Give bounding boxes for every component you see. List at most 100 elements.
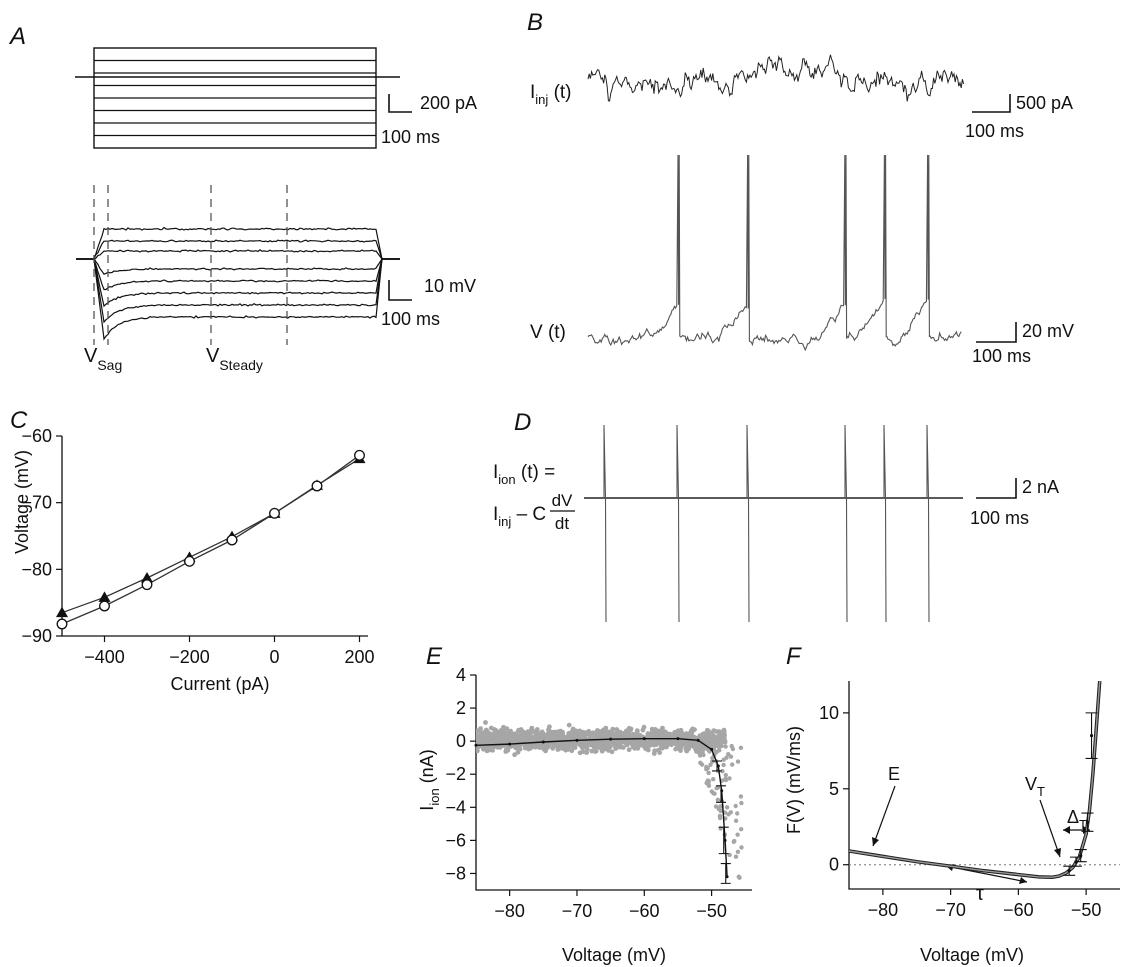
panel-a-voltage-traces xyxy=(76,185,400,345)
scatter-point xyxy=(638,739,644,745)
scatter-point xyxy=(625,731,631,736)
scatter-point xyxy=(600,742,605,747)
scatter-point xyxy=(537,732,543,738)
scalebar-time: 100 ms xyxy=(381,127,440,147)
scatter-point xyxy=(490,747,495,753)
svg-text:τ: τ xyxy=(976,883,984,905)
scatter-point xyxy=(739,800,744,806)
voltage-trace xyxy=(76,226,400,260)
scatter-point xyxy=(661,742,666,748)
data-point-circle xyxy=(56,618,68,630)
scatter-point xyxy=(726,752,731,757)
scatter-point xyxy=(714,786,719,791)
scatter-point xyxy=(609,733,615,738)
mean-point xyxy=(676,737,680,741)
x-tick-label: −50 xyxy=(696,901,727,921)
scalebar-b-voltage: 20 mV 100 ms xyxy=(972,321,1074,366)
scatter-point xyxy=(706,783,712,788)
scatter-point xyxy=(577,750,583,756)
error-bar xyxy=(711,760,722,772)
voltage-trace xyxy=(76,249,400,261)
scatter-point xyxy=(529,726,534,732)
scatter-point xyxy=(632,745,638,751)
scatter-point xyxy=(689,743,695,749)
scatter-point xyxy=(641,724,647,730)
data-point-triangle xyxy=(141,572,153,583)
scatter-point xyxy=(722,738,728,743)
scalebar-value: 20 mV xyxy=(1022,321,1074,341)
scatter-point xyxy=(735,832,740,837)
scatter-point xyxy=(570,726,576,732)
x-tick-label: −400 xyxy=(84,647,125,667)
mean-point xyxy=(696,738,700,742)
scatter-point xyxy=(605,729,610,735)
mean-point xyxy=(575,738,579,742)
scatter-point xyxy=(739,845,744,850)
y-axis-label: Voltage (mV) xyxy=(12,450,32,554)
scatter-point xyxy=(566,731,571,737)
scatter-point xyxy=(729,743,734,749)
scatter-point xyxy=(577,731,582,737)
y-tick-label: −6 xyxy=(445,830,466,850)
iinj-label: Iinj (t) xyxy=(530,82,572,107)
scalebar-a-current: 200 pA 100 ms xyxy=(381,93,477,147)
data-point-circle xyxy=(141,579,153,591)
scatter-point xyxy=(715,734,721,740)
scatter-point xyxy=(739,827,744,832)
scatter-point xyxy=(476,748,480,754)
scatter-point xyxy=(683,734,689,740)
x-tick-label: −50 xyxy=(1071,900,1102,920)
scatter-point xyxy=(696,750,701,755)
data-point-triangle xyxy=(56,606,68,618)
scatter-point xyxy=(672,732,678,738)
x-tick-label: −80 xyxy=(494,901,525,921)
voltage-trace xyxy=(76,239,400,260)
scatter-point xyxy=(645,747,651,753)
scatter-point xyxy=(708,762,713,767)
mean-point xyxy=(609,737,613,741)
scatter-point xyxy=(609,749,615,755)
data-band xyxy=(849,681,1102,879)
chart-c-iv-curve: Voltage (mV) Current (pA) −400 −200 0 200 −9… xyxy=(12,426,375,694)
mean-point xyxy=(710,747,714,751)
scatter-point xyxy=(608,739,613,745)
scatter-point xyxy=(517,746,523,752)
derivative-denominator: dt xyxy=(555,514,569,533)
scatter-point xyxy=(505,747,511,753)
scatter-point xyxy=(476,732,479,738)
scatter-point xyxy=(504,726,510,732)
mean-point xyxy=(716,764,720,768)
panel-a-current-steps xyxy=(75,47,400,149)
y-tick-label: 10 xyxy=(819,703,839,723)
derivative-numerator: dV xyxy=(552,491,573,510)
membrane-voltage-trace xyxy=(587,154,962,352)
scatter-point xyxy=(715,797,721,802)
scalebar-time: 100 ms xyxy=(381,309,440,329)
scalebar-time: 100 ms xyxy=(970,508,1029,528)
scatter-point xyxy=(728,810,733,815)
scalebar-d: 2 nA 100 ms xyxy=(970,477,1059,528)
mean-point xyxy=(642,737,646,741)
x-tick-label: −80 xyxy=(868,900,899,920)
panel-label-e: E xyxy=(426,643,443,670)
scatter-point xyxy=(721,730,727,735)
y-tick-label: −2 xyxy=(445,764,466,784)
scatter-point xyxy=(733,803,738,809)
scatter-point xyxy=(718,808,723,814)
scatter-point xyxy=(721,734,727,740)
scatter-point xyxy=(503,731,509,736)
scalebar-time: 100 ms xyxy=(972,346,1031,366)
scatter-point xyxy=(698,760,703,765)
scatter-point xyxy=(512,752,517,758)
y-tick-label: 0 xyxy=(829,855,839,875)
x-axis-label: Voltage (mV) xyxy=(562,945,666,965)
panel-label-c: C xyxy=(10,407,28,434)
iinj-equation: Iinj – C xyxy=(493,504,546,529)
scatter-point xyxy=(513,736,519,742)
chart-e-iion-scatter: Iion (nA) Voltage (mV) −80 −70 −60 −50 −8 −6 −… xyxy=(417,665,752,965)
scatter-point xyxy=(659,730,665,735)
scatter-point xyxy=(711,728,717,733)
scalebar-a-voltage: 10 mV 100 ms xyxy=(381,276,476,329)
scatter-point xyxy=(652,739,658,745)
annotation-e: E xyxy=(872,764,900,847)
